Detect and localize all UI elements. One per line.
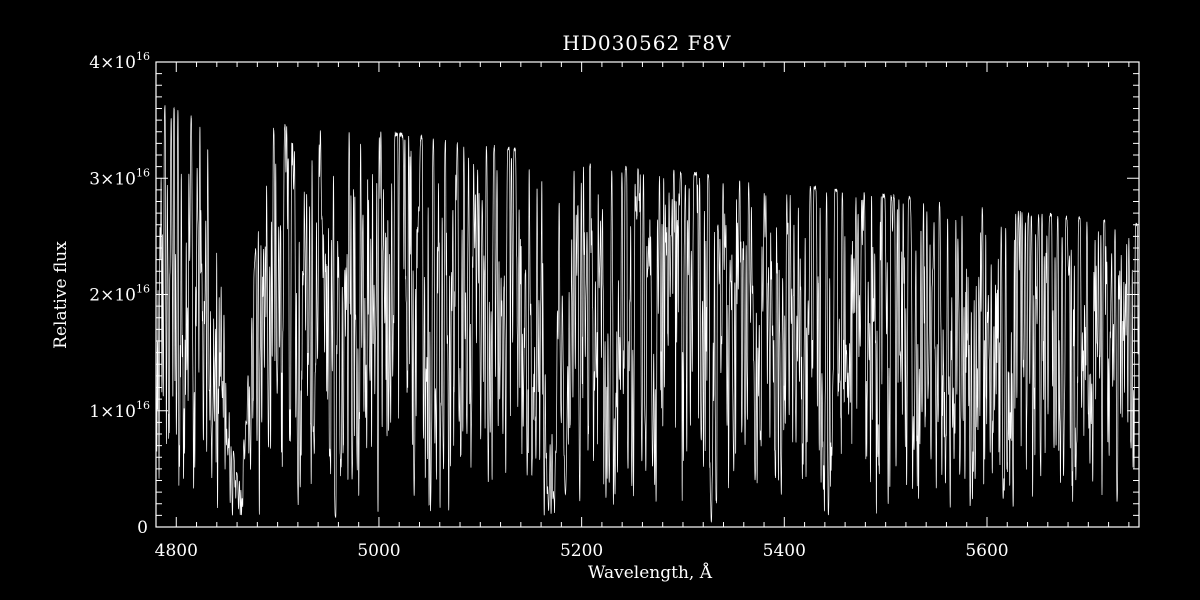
y-tick-label: 1×1016 <box>89 399 150 422</box>
y-tick-label: 0 <box>137 518 148 538</box>
x-axis-label: Wavelength, Å <box>588 562 713 583</box>
y-tick-label: 3×1016 <box>89 166 150 189</box>
x-tick-label: 5400 <box>763 541 806 561</box>
plot-area <box>155 61 1140 528</box>
spectrum-series <box>155 105 1140 523</box>
chart-title: HD030562 F8V <box>562 31 731 55</box>
y-tick-labels: 0 1×1016 2×1016 3×1016 4×1016 <box>89 50 150 538</box>
x-tick-label: 5200 <box>560 541 603 561</box>
y-tick-label: 4×1016 <box>89 50 150 73</box>
x-tick-label: 5600 <box>965 541 1008 561</box>
x-tick-label: 4800 <box>155 541 198 561</box>
x-tick-label: 5000 <box>357 541 400 561</box>
x-tick-labels: 4800 5000 5200 5400 5600 <box>155 541 1009 561</box>
y-tick-label: 2×1016 <box>89 283 150 306</box>
y-axis-label: Relative flux <box>51 241 71 349</box>
